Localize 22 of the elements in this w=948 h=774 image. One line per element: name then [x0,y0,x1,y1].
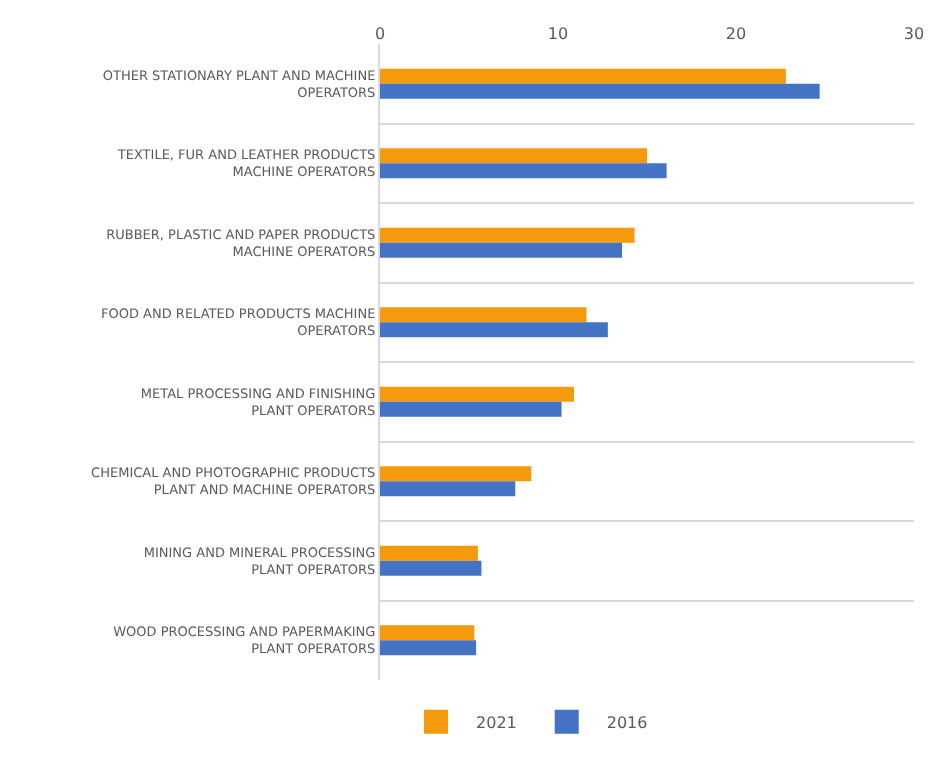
x-tick-label: 10 [547,24,569,43]
bar [380,466,532,482]
bar [380,242,623,258]
bar [380,640,477,656]
bar [380,148,647,164]
bar [380,163,667,179]
bar [380,386,575,402]
bar [380,481,516,497]
x-tick-label: 0 [374,24,386,43]
x-tick-label: 20 [725,24,747,43]
bar [380,227,635,243]
bar [380,545,478,561]
bar [380,322,608,338]
bar [380,68,786,84]
legend-label: 2021 [476,713,517,732]
bar [380,560,482,576]
bar [380,83,820,99]
x-tick-label: 30 [903,24,925,43]
legend-label: 2016 [606,713,648,732]
bar [380,401,562,417]
bar [380,307,587,323]
bar [380,625,475,641]
